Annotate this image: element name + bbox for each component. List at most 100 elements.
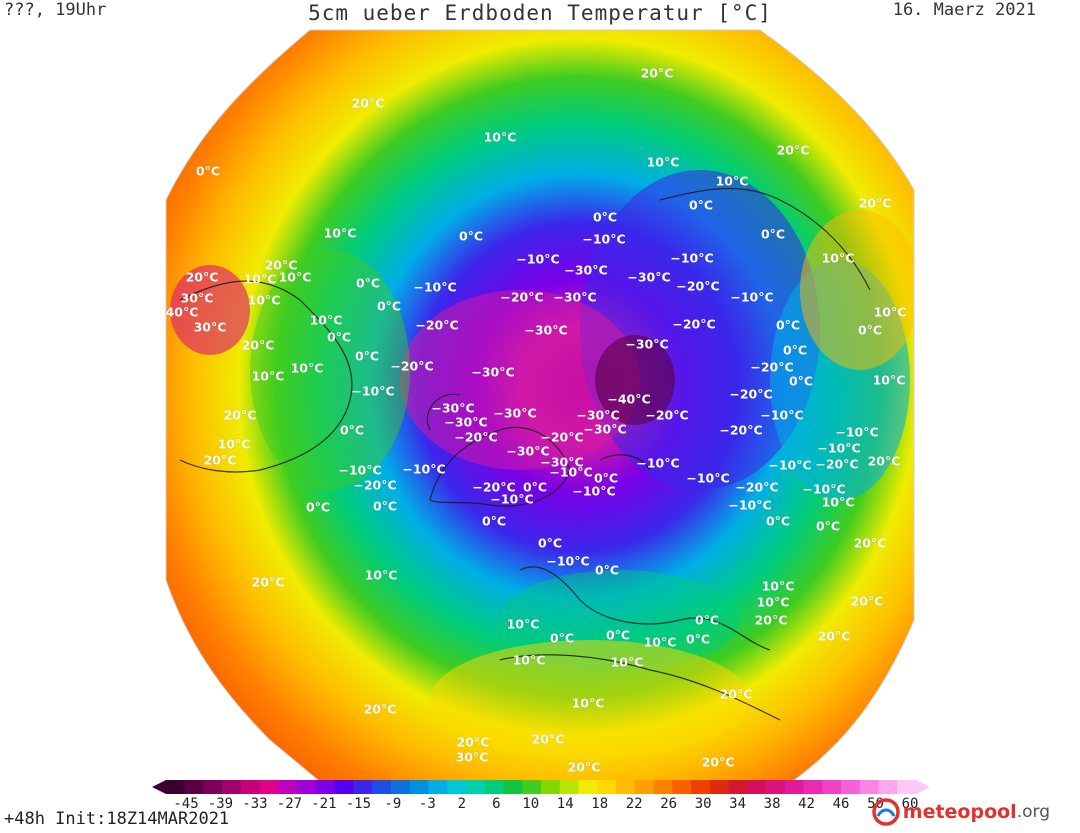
isotherm-label: −20°C: [750, 359, 794, 375]
isotherm-label: −20°C: [719, 422, 763, 438]
colorbar-swatch: [897, 780, 917, 794]
isotherm-label: 0°C: [775, 317, 801, 333]
colorbar-tick: 26: [660, 796, 678, 812]
isotherm-label: 20°C: [531, 731, 565, 747]
isotherm-label: −20°C: [500, 289, 544, 305]
isotherm-label: 10°C: [483, 129, 517, 145]
colorbar-swatch: [297, 780, 317, 794]
isotherm-label: −30°C: [471, 364, 515, 380]
isotherm-label: 30°C: [193, 319, 227, 335]
isotherm-label: 20°C: [456, 734, 490, 750]
isotherm-label: 10°C: [643, 634, 677, 650]
isotherm-label: 10°C: [364, 567, 398, 583]
isotherm-label: −40°C: [607, 391, 651, 407]
colorbar-swatch: [747, 780, 767, 794]
isotherm-label: −10°C: [670, 250, 714, 266]
isotherm-label: 10°C: [217, 436, 251, 452]
isotherm-label: 20°C: [185, 269, 219, 285]
isotherm-label: −30°C: [564, 262, 608, 278]
colorbar-swatch: [878, 780, 898, 794]
isotherm-label: 0°C: [788, 373, 814, 389]
isotherm-label: −10°C: [549, 464, 593, 480]
logo-domain: .org: [1016, 802, 1050, 822]
isotherm-label: 10°C: [873, 304, 907, 320]
colorbar-swatch: [672, 780, 692, 794]
isotherm-label: 0°C: [305, 499, 331, 515]
isotherm-label: −20°C: [540, 429, 584, 445]
isotherm-label: 10°C: [309, 312, 343, 328]
isotherm-label: −30°C: [524, 322, 568, 338]
colorbar-swatch: [634, 780, 654, 794]
colorbar-swatch: [691, 780, 711, 794]
isotherm-label: −10°C: [516, 251, 560, 267]
isotherm-label: 0°C: [760, 226, 786, 242]
isotherm-label: −10°C: [582, 231, 626, 247]
colorbar-tick: 6: [492, 796, 501, 812]
isotherm-label: 0°C: [195, 163, 221, 179]
colorbar-tick: 42: [798, 796, 815, 812]
isotherm-label: −30°C: [431, 400, 475, 416]
colorbar-swatch: [841, 780, 861, 794]
isotherm-label: −30°C: [627, 269, 671, 285]
isotherm-label: 0°C: [694, 612, 720, 628]
colorbar-swatch: [447, 780, 467, 794]
isotherm-label: 20°C: [640, 65, 674, 81]
isotherm-label: 30°C: [180, 290, 214, 306]
colorbar-swatch: [391, 780, 411, 794]
colorbar-swatch: [822, 780, 842, 794]
isotherm-label: 10°C: [646, 154, 680, 170]
isotherm-label: 0°C: [857, 322, 883, 338]
isotherm-label: −20°C: [729, 386, 773, 402]
isotherm-label: 20°C: [567, 759, 601, 775]
colorbar-arrow-low: [152, 780, 166, 794]
isotherm-label: −30°C: [444, 414, 488, 430]
isotherm-label: −30°C: [576, 407, 620, 423]
colorbar-swatch: [278, 780, 298, 794]
colorbar-tick: 38: [763, 796, 781, 812]
colorbar-swatch: [597, 780, 617, 794]
isotherm-label: −10°C: [636, 455, 680, 471]
isotherm-label: 40°C: [165, 304, 199, 320]
isotherm-label: 10°C: [290, 360, 324, 376]
isotherm-label: −10°C: [760, 407, 804, 423]
isotherm-label: −10°C: [413, 279, 457, 295]
colorbar-swatch: [859, 780, 879, 794]
isotherm-label: 0°C: [549, 630, 575, 646]
colorbar-swatch: [653, 780, 673, 794]
isotherm-label: 20°C: [223, 407, 257, 423]
isotherm-label: 0°C: [815, 518, 841, 534]
colorbar-swatch: [766, 780, 786, 794]
isotherm-label: 10°C: [512, 652, 546, 668]
isotherm-label: 10°C: [872, 372, 906, 388]
isotherm-label: 20°C: [363, 701, 397, 717]
isotherm-label: −10°C: [351, 383, 395, 399]
isotherm-label: 0°C: [326, 329, 352, 345]
colorbar-swatch: [241, 780, 261, 794]
isotherm-label: 0°C: [339, 422, 365, 438]
isotherm-label: 10°C: [821, 250, 855, 266]
colorbar-tick: -45: [173, 796, 199, 812]
isotherm-label: −20°C: [353, 477, 397, 493]
isotherm-label: 0°C: [765, 513, 791, 529]
isotherm-label: 10°C: [756, 594, 790, 610]
colorbar-swatch: [409, 780, 429, 794]
colorbar-arrow-high: [916, 780, 930, 794]
isotherm-label: 0°C: [605, 627, 631, 643]
colorbar-tick: -3: [418, 796, 436, 812]
colorbar-swatch: [334, 780, 354, 794]
colorbar-swatch: [166, 780, 186, 794]
isotherm-label: −10°C: [546, 553, 590, 569]
colorbar-swatch: [728, 780, 748, 794]
colorbar-tick: 60: [901, 796, 919, 812]
colorbar-swatch: [541, 780, 561, 794]
isotherm-label: 0°C: [688, 197, 714, 213]
valid-date: 16. Maerz 2021: [892, 0, 1036, 20]
isotherm-label: −20°C: [390, 358, 434, 374]
colorbar-swatch: [803, 780, 823, 794]
colorbar-swatch: [616, 780, 636, 794]
colorbar-swatch: [353, 780, 373, 794]
isotherm-label: 20°C: [853, 535, 887, 551]
colorbar-swatch: [484, 780, 504, 794]
isotherm-label: −20°C: [645, 407, 689, 423]
isotherm-label: 10°C: [278, 269, 312, 285]
